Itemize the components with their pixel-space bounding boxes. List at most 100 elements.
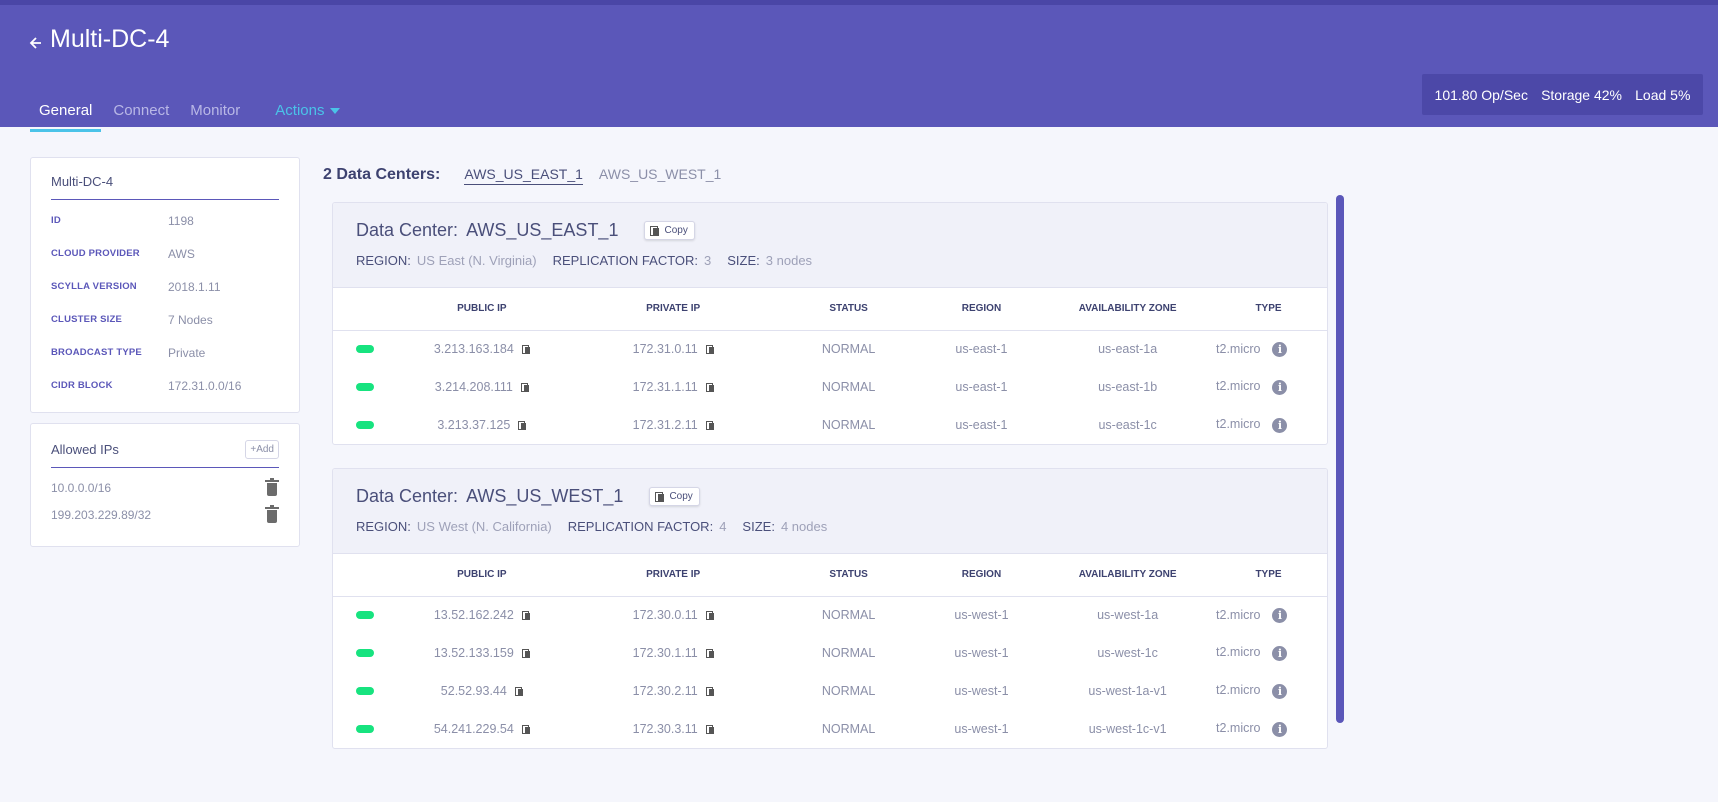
private-ip: 172.31.1.11 [632, 380, 698, 394]
node-type: t2.micro [1216, 645, 1261, 660]
copy-button[interactable]: Copy [649, 487, 700, 506]
tab-general[interactable]: General [30, 97, 102, 132]
meta-value-region: US East (N. Virginia) [416, 253, 537, 268]
node-region: us-east-1 [955, 342, 1008, 357]
status-cell [333, 710, 397, 748]
status-indicator [355, 421, 374, 429]
info-row: ID 1198 [51, 204, 279, 237]
copy-icon[interactable] [521, 649, 530, 659]
copy-icon[interactable] [705, 649, 714, 659]
copy-icon[interactable] [705, 421, 714, 431]
dc-tab-us-east[interactable]: AWS_US_EAST_1 [464, 166, 583, 185]
scrollbar[interactable] [1336, 195, 1344, 723]
private-ip: 172.30.0.11 [632, 608, 698, 623]
tab-connect[interactable]: Connect [113, 102, 170, 119]
trash-icon[interactable] [265, 505, 279, 523]
node-status: NORMAL [821, 684, 876, 698]
table-header-row: PUBLIC IP PRIVATE IP STATUS REGION AVAILABIL… [333, 554, 1327, 597]
info-value: 7 Nodes [168, 312, 213, 327]
tab-actions[interactable]: Actions [266, 97, 349, 132]
back-arrow-icon[interactable] [28, 33, 44, 53]
copy-icon[interactable] [705, 687, 714, 697]
private-ip: 172.31.2.11 [632, 418, 698, 432]
private-ip-cell: 172.31.1.11 [567, 368, 780, 406]
copy-icon[interactable] [521, 725, 530, 735]
public-ip-cell: 13.52.133.159 [397, 634, 567, 672]
node-zone: us-east-1b [1098, 380, 1158, 394]
copy-icon [655, 491, 665, 502]
node-status: NORMAL [821, 342, 876, 357]
copy-icon[interactable] [705, 345, 714, 355]
cluster-info-card: Multi-DC-4 ID 1198 CLOUD PROVIDER AWS SCYLLA… [30, 157, 300, 413]
column-header [333, 554, 397, 597]
copy-icon[interactable] [705, 725, 714, 735]
table-row: 13.52.133.159 172.30.1.11 NORMAL us-west-1 u… [333, 634, 1327, 672]
column-header: PUBLIC IP [396, 288, 567, 331]
copy-icon[interactable] [521, 611, 530, 621]
info-value: AWS [168, 246, 195, 261]
node-type-cell: t2.micro i [1210, 596, 1327, 634]
allowed-ips-card: Allowed IPs +Add 10.0.0.0/16 199.203.229.… [30, 423, 300, 547]
column-header: PRIVATE IP [566, 288, 780, 331]
node-type-cell: t2.micro i [1210, 710, 1327, 748]
copy-icon[interactable] [705, 383, 714, 393]
dc-tab-us-west[interactable]: AWS_US_WEST_1 [598, 166, 722, 182]
node-zone: us-east-1c [1098, 418, 1157, 432]
node-type: t2.micro [1216, 341, 1261, 356]
data-center-meta: REGION: US East (N. Virginia) REPLICATION … [356, 253, 1304, 268]
add-ip-button[interactable]: +Add [245, 440, 279, 459]
cluster-info-rows: ID 1198 CLOUD PROVIDER AWS SCYLLA VERSION 201… [51, 200, 279, 402]
node-type-cell: t2.micro i [1210, 368, 1327, 406]
info-value: 172.31.0.0/16 [168, 378, 242, 393]
data-centers-count: 2 Data Centers: [323, 166, 441, 183]
info-icon[interactable]: i [1272, 683, 1288, 699]
column-header: PRIVATE IP [566, 554, 780, 597]
node-zone: us-west-1c [1097, 646, 1158, 660]
public-ip: 13.52.133.159 [433, 646, 514, 660]
public-ip: 13.52.162.242 [433, 608, 514, 623]
column-header: AVAILABILITY ZONE [1045, 554, 1211, 597]
column-header: REGION [917, 554, 1046, 597]
public-ip-cell: 3.213.37.125 [397, 406, 567, 444]
meta-key-size: SIZE: [727, 253, 760, 268]
info-value: 2018.1.11 [168, 279, 221, 294]
info-key: SCYLLA VERSION [51, 281, 137, 292]
public-ip: 52.52.93.44 [440, 684, 507, 698]
trash-icon[interactable] [265, 478, 279, 496]
info-icon[interactable]: i [1272, 645, 1288, 661]
tab-monitor[interactable]: Monitor [190, 102, 241, 119]
info-icon[interactable]: i [1272, 721, 1288, 737]
allowed-ip-row: 10.0.0.0/16 [51, 474, 279, 501]
info-icon[interactable]: i [1272, 417, 1288, 433]
data-center-meta: REGION: US West (N. California) REPLICATIO… [356, 519, 1304, 534]
copy-icon[interactable] [514, 687, 523, 697]
info-row: CLUSTER SIZE 7 Nodes [51, 303, 279, 336]
info-icon[interactable]: i [1272, 341, 1288, 357]
column-header [333, 288, 397, 331]
table-header-row: PUBLIC IP PRIVATE IP STATUS REGION AVAILABIL… [333, 288, 1327, 331]
copy-icon[interactable] [520, 383, 529, 393]
private-ip-cell: 172.30.2.11 [567, 672, 780, 710]
node-type: t2.micro [1216, 683, 1261, 698]
node-type-cell: t2.micro i [1210, 330, 1327, 368]
copy-icon[interactable] [518, 421, 527, 431]
info-icon[interactable]: i [1272, 379, 1288, 395]
copy-button[interactable]: Copy [644, 221, 695, 240]
copy-icon[interactable] [521, 345, 530, 355]
status-cell [333, 634, 397, 672]
data-center-name-row: Data Center: AWS_US_EAST_1 Copy [356, 220, 1304, 241]
status-indicator [355, 687, 374, 695]
copy-label: Copy [669, 491, 693, 502]
public-ip: 3.213.37.125 [437, 418, 511, 432]
trash-lid [270, 505, 274, 507]
copy-icon[interactable] [705, 611, 714, 621]
status-indicator [355, 725, 374, 733]
data-center-card: Data Center: AWS_US_EAST_1 Copy REGION: US E… [332, 202, 1328, 445]
top-header: Multi-DC-4 General Connect Monitor Actio… [0, 0, 1718, 132]
node-type-cell: t2.micro i [1210, 634, 1327, 672]
info-row: SCYLLA VERSION 2018.1.11 [51, 270, 279, 303]
node-region: us-east-1 [955, 418, 1008, 432]
info-icon[interactable]: i [1272, 607, 1288, 623]
meta-value-region: US West (N. California) [416, 519, 552, 534]
info-key: BROADCAST TYPE [51, 347, 142, 358]
